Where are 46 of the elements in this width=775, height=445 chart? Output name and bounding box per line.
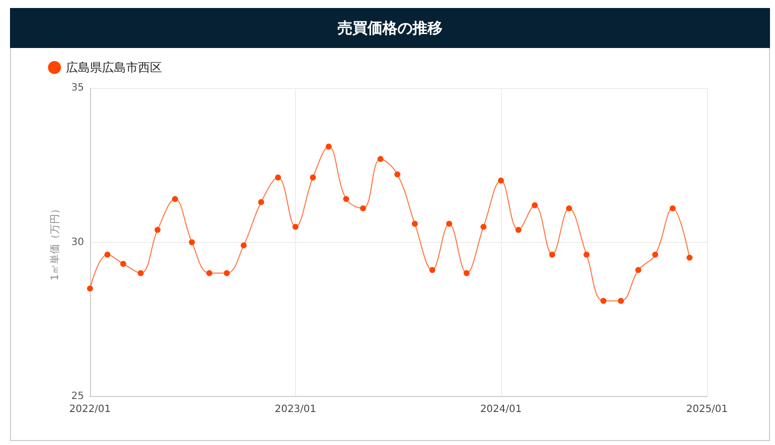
x-tick-label: 2022/01: [69, 404, 111, 415]
point: [464, 270, 470, 276]
point: [446, 220, 452, 227]
point: [394, 171, 400, 178]
point: [120, 260, 126, 267]
point: [515, 226, 522, 233]
point: [498, 178, 504, 184]
point: [686, 254, 693, 261]
y-tick-label: 25: [71, 391, 84, 402]
point: [138, 270, 144, 276]
point: [549, 252, 556, 258]
point: [188, 239, 195, 246]
point: [652, 252, 658, 258]
legend-label: 広島県広島市西区: [66, 60, 162, 74]
point: [429, 267, 436, 274]
chart-title: 売買価格の推移: [10, 8, 770, 48]
point: [566, 205, 572, 212]
point: [343, 196, 350, 202]
x-tick-label: 2024/01: [480, 404, 522, 415]
point: [412, 220, 418, 227]
point: [172, 196, 178, 202]
y-tick-label: 30: [71, 236, 84, 248]
point: [258, 199, 264, 206]
y-tick-label: 35: [71, 82, 84, 94]
point: [206, 270, 212, 276]
x-tick-label: 2023/01: [274, 404, 316, 415]
point: [584, 252, 590, 258]
point: [224, 270, 230, 276]
x-tick-label: 2025/01: [686, 404, 728, 415]
point: [635, 267, 642, 274]
point: [292, 224, 298, 230]
point: [377, 156, 384, 162]
point: [618, 298, 624, 304]
point: [326, 144, 332, 150]
point: [310, 174, 316, 180]
point: [532, 202, 538, 208]
point: [104, 252, 110, 258]
point: [240, 242, 247, 248]
point: [600, 298, 606, 304]
point: [154, 226, 161, 233]
y-axis-title: 1㎡単価（万円）: [50, 204, 61, 280]
point: [87, 286, 93, 292]
point: [670, 205, 676, 212]
point: [275, 174, 282, 180]
point: [360, 205, 366, 212]
point: [480, 224, 487, 230]
